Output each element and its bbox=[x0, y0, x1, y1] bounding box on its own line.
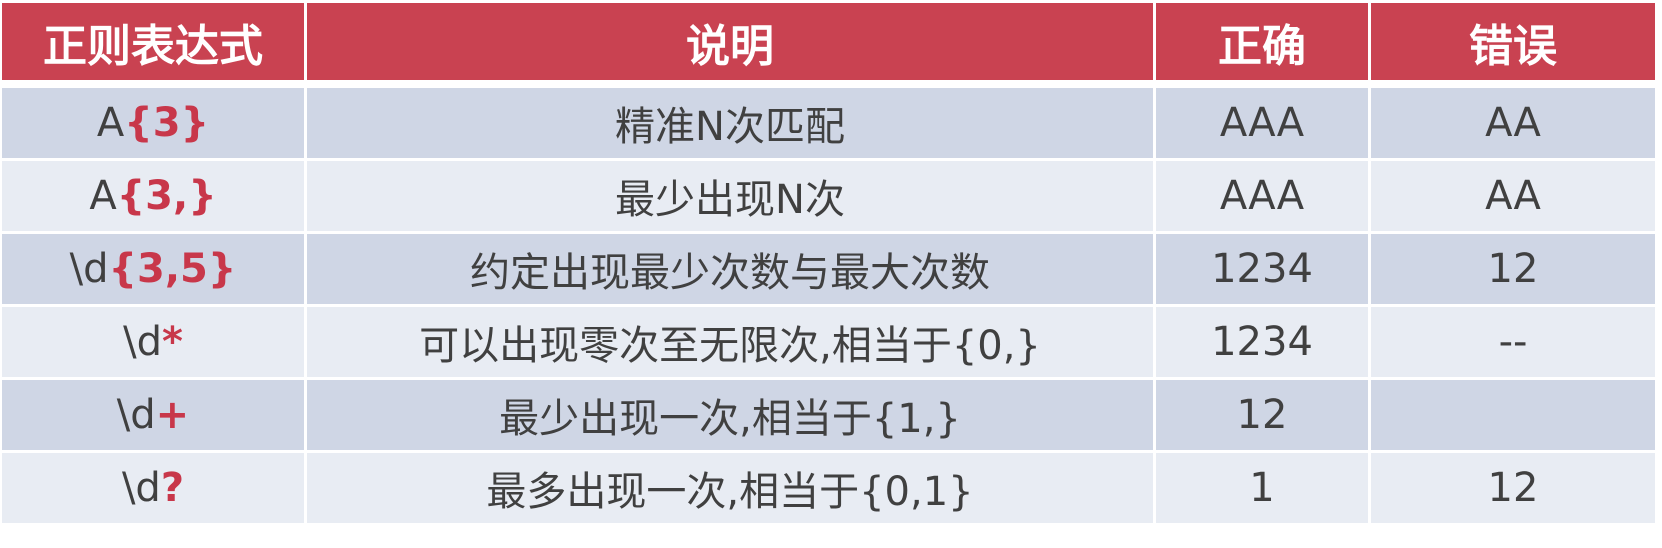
wrong-cell: 12 bbox=[1371, 234, 1655, 304]
table-row: \d{3,5} 约定出现最少次数与最大次数 1234 12 bbox=[2, 234, 1655, 304]
correct-cell: AAA bbox=[1156, 161, 1368, 231]
wrong-cell: -- bbox=[1371, 307, 1655, 377]
regex-quantifier: ? bbox=[160, 465, 185, 511]
description-cell: 最少出现一次,相当于{1,} bbox=[307, 380, 1153, 450]
regex-cell: A{3} bbox=[2, 88, 304, 158]
header-correct: 正确 bbox=[1156, 3, 1368, 85]
regex-base: \d bbox=[69, 246, 109, 292]
regex-base: \d bbox=[123, 319, 162, 365]
description-cell: 可以出现零次至无限次,相当于{0,} bbox=[307, 307, 1153, 377]
regex-quantifier: + bbox=[155, 392, 190, 438]
header-description: 说明 bbox=[307, 3, 1153, 85]
table-row: A{3,} 最少出现N次 AAA AA bbox=[2, 161, 1655, 231]
regex-quantifier-table: 正则表达式 说明 正确 错误 A{3} 精准N次匹配 AAA AA A{3,} 最少出现N… bbox=[2, 3, 1655, 523]
regex-quantifier: {3,} bbox=[116, 173, 217, 219]
description-cell: 精准N次匹配 bbox=[307, 88, 1153, 158]
wrong-cell: AA bbox=[1371, 88, 1655, 158]
regex-quantifier: * bbox=[161, 319, 183, 365]
table-row: \d+ 最少出现一次,相当于{1,} 12 bbox=[2, 380, 1655, 450]
wrong-cell bbox=[1371, 380, 1655, 450]
table-row: \d* 可以出现零次至无限次,相当于{0,} 1234 -- bbox=[2, 307, 1655, 377]
header-row: 正则表达式 说明 正确 错误 bbox=[2, 3, 1655, 85]
correct-cell: AAA bbox=[1156, 88, 1368, 158]
regex-base: A bbox=[89, 173, 117, 219]
description-cell: 约定出现最少次数与最大次数 bbox=[307, 234, 1153, 304]
correct-cell: 1234 bbox=[1156, 234, 1368, 304]
description-cell: 最少出现N次 bbox=[307, 161, 1153, 231]
regex-quantifier: {3,5} bbox=[108, 246, 237, 292]
description-cell: 最多出现一次,相当于{0,1} bbox=[307, 453, 1153, 523]
correct-cell: 1234 bbox=[1156, 307, 1368, 377]
regex-cell: \d{3,5} bbox=[2, 234, 304, 304]
wrong-cell: AA bbox=[1371, 161, 1655, 231]
table-row: \d? 最多出现一次,相当于{0,1} 1 12 bbox=[2, 453, 1655, 523]
correct-cell: 12 bbox=[1156, 380, 1368, 450]
regex-cell: \d* bbox=[2, 307, 304, 377]
regex-base: A bbox=[96, 100, 125, 146]
regex-base: \d bbox=[116, 392, 156, 438]
header-regex: 正则表达式 bbox=[2, 3, 304, 85]
header-wrong: 错误 bbox=[1371, 3, 1655, 85]
regex-cell: \d? bbox=[2, 453, 304, 523]
regex-cell: A{3,} bbox=[2, 161, 304, 231]
correct-cell: 1 bbox=[1156, 453, 1368, 523]
wrong-cell: 12 bbox=[1371, 453, 1655, 523]
table-row: A{3} 精准N次匹配 AAA AA bbox=[2, 88, 1655, 158]
regex-quantifier: {3} bbox=[124, 100, 210, 146]
regex-base: \d bbox=[121, 465, 161, 511]
regex-cell: \d+ bbox=[2, 380, 304, 450]
